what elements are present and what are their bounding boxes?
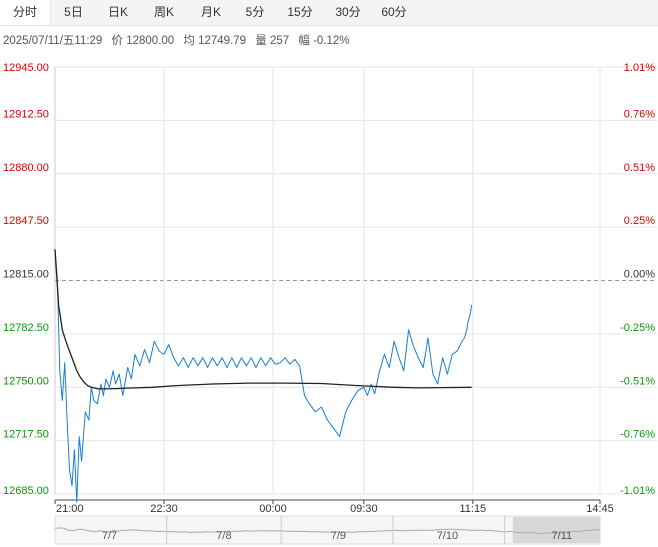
axis-labels: 12945.00 1.01% 12912.50 0.76% 12880.00 0.51% 1… — [3, 62, 655, 515]
tab-3[interactable]: 周K — [153, 5, 174, 19]
info-volume: 量 257 — [255, 35, 290, 47]
x-tick-label: 11:15 — [459, 503, 486, 515]
pct-tick-label: -0.76% — [620, 429, 655, 441]
series-layer — [54, 249, 473, 503]
tab-4[interactable]: 月K — [200, 5, 221, 19]
y-tick-label: 12880.00 — [3, 162, 49, 174]
y-tick-label: 12750.00 — [3, 375, 49, 387]
quote-info-bar: 2025/07/11/五11:29 价 12800.00 均 12749.79 … — [3, 32, 356, 48]
tab-1[interactable]: 5日 — [64, 5, 83, 19]
tab-8[interactable]: 60分 — [381, 5, 407, 19]
pct-tick-label: 0.00% — [624, 269, 655, 281]
tab-0[interactable]: 分时 — [0, 0, 51, 25]
navigator-date-label: 7/7 — [102, 530, 117, 542]
y-tick-label: 12945.00 — [3, 62, 49, 74]
navigator-date-label: 7/11 — [552, 530, 573, 542]
x-tick-label: 22:30 — [150, 503, 178, 515]
navigator-background — [54, 515, 601, 545]
period-tab-bar: 分时 5日 日K 周K 月K 5分 15分 30分 60分 — [0, 0, 658, 26]
pct-tick-label: 0.51% — [624, 162, 655, 174]
pct-tick-label: 0.25% — [624, 215, 655, 227]
x-tick-label: 21:00 — [56, 503, 84, 515]
pct-tick-label: -0.51% — [620, 375, 655, 387]
pct-tick-label: 0.76% — [624, 108, 655, 120]
y-tick-label: 12815.00 — [3, 269, 49, 281]
navigator-overview[interactable]: 7/7 7/8 7/9 7/10 7/11 — [54, 515, 601, 545]
navigator-date-label: 7/8 — [216, 530, 231, 542]
x-tick-label: 09:30 — [350, 503, 378, 515]
navigator-date-label: 7/9 — [331, 530, 346, 542]
info-datetime: 2025/07/11/五11:29 — [3, 35, 103, 47]
x-tick-label: 00:00 — [259, 503, 287, 515]
tab-7[interactable]: 30分 — [335, 5, 361, 19]
y-tick-label: 12717.50 — [3, 429, 49, 441]
tab-2[interactable]: 日K — [107, 5, 128, 19]
y-tick-label: 12685.00 — [3, 485, 49, 497]
pct-tick-label: -0.25% — [620, 322, 655, 334]
navigator-series-line — [54, 527, 601, 535]
price-line — [54, 249, 473, 503]
tab-6[interactable]: 15分 — [287, 5, 313, 19]
tab-5[interactable]: 5分 — [245, 5, 265, 19]
y-tick-label: 12782.50 — [3, 322, 49, 334]
x-tick-label: 14:45 — [586, 503, 614, 515]
pct-tick-label: 1.01% — [624, 62, 655, 74]
average-line — [54, 249, 472, 390]
y-tick-label: 12912.50 — [3, 108, 49, 120]
grid-layer — [54, 66, 657, 504]
info-change: 幅 -0.12% — [298, 35, 350, 47]
navigator-selection — [512, 517, 600, 543]
y-tick-label: 12847.50 — [3, 215, 49, 227]
info-price: 价 12800.00 — [111, 35, 175, 47]
info-average: 均 12749.79 — [183, 35, 247, 47]
navigator-date-label: 7/10 — [437, 530, 458, 542]
pct-tick-label: -1.01% — [620, 485, 655, 497]
